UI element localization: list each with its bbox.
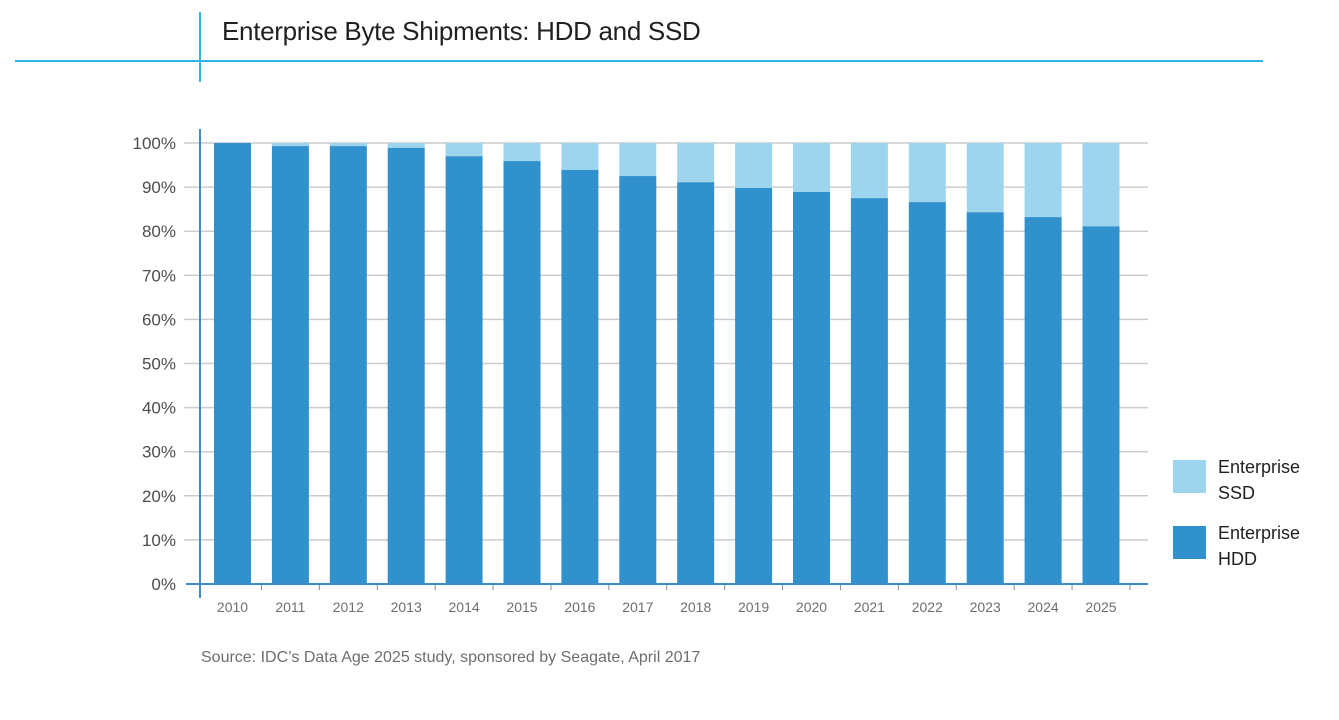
y-tick-label: 10% [142,531,176,550]
bar-hdd [677,182,715,584]
x-tick-label: 2010 [217,599,248,615]
x-tick-label: 2024 [1028,599,1059,615]
x-tick-label: 2018 [680,599,711,615]
header-rule-horizontal [15,60,1263,62]
y-tick-label: 20% [142,487,176,506]
bars [214,143,1120,585]
bar-ssd [329,143,367,147]
chart-title: Enterprise Byte Shipments: HDD and SSD [222,16,701,46]
bar-hdd [561,169,599,584]
y-tick-label: 30% [142,443,176,462]
header-rule-vertical [199,12,201,82]
bar-hdd [503,161,541,584]
y-tick-label: 40% [142,399,176,418]
y-tick-label: 80% [142,222,176,241]
bar-ssd [503,143,541,162]
source-note: Source: IDC’s Data Age 2025 study, spons… [201,649,701,666]
y-tick-labels: 0% 10% 20% 30% 40% 50% 60% 70% 80% 90% 100% [133,134,176,594]
bar-hdd [387,147,425,584]
bar-ssd [1082,143,1120,227]
y-tick-label: 90% [142,178,176,197]
y-tick-label: 100% [133,134,176,153]
x-tick-label: 2025 [1085,599,1116,615]
legend-swatch-hdd [1173,526,1206,559]
bar-ssd [677,143,715,183]
bar-hdd [1082,226,1120,584]
legend-swatch-ssd [1173,460,1206,493]
bar-hdd [966,212,1004,584]
bar-hdd [445,156,483,585]
x-tick-label: 2011 [275,599,305,615]
bar-hdd [619,176,657,584]
bar-ssd [966,143,1004,213]
x-tick-label: 2017 [622,599,653,615]
x-tick-label: 2020 [796,599,827,615]
x-tick-labels: 2010 2011 2012 2013 2014 2015 2016 2017 2018 2019… [217,599,1117,615]
x-tick-label: 2021 [854,599,885,615]
x-tick-label: 2016 [564,599,595,615]
legend-label-ssd-line1: Enterprise [1218,457,1301,477]
bar-hdd [735,187,773,584]
legend-label-hdd-line2: HDD [1218,549,1257,569]
legend-label-hdd-line1: Enterprise [1218,523,1301,543]
y-tick-label: 60% [142,310,176,329]
bar-ssd [908,143,946,203]
bar-hdd [793,191,830,585]
bar-ssd [387,143,425,148]
x-tick-label: 2023 [970,599,1001,615]
y-tick-label: 0% [151,575,176,594]
bar-hdd [908,202,946,584]
x-tick-label: 2019 [738,599,769,615]
bar-ssd [850,143,888,199]
axes [186,129,1148,598]
y-tick-label: 70% [142,266,176,285]
x-tick-label: 2012 [333,599,364,615]
y-tick-label: 50% [142,355,176,374]
bar-hdd [850,198,888,584]
bar-hdd [214,143,251,584]
bar-ssd [1024,143,1062,218]
bar-hdd [329,146,367,584]
bar-ssd [735,143,773,188]
bar-hdd [271,146,309,584]
x-tick-label: 2015 [506,599,537,615]
bar-ssd [271,143,309,147]
x-tick-label: 2013 [391,599,422,615]
bar-hdd [1024,217,1062,584]
bar-ssd [619,143,657,177]
x-tick-label: 2014 [449,599,480,615]
x-tick-label: 2022 [912,599,943,615]
legend-label-ssd-line2: SSD [1218,483,1256,503]
bar-ssd [445,143,483,157]
bar-ssd [561,143,599,170]
bar-ssd [793,143,830,192]
